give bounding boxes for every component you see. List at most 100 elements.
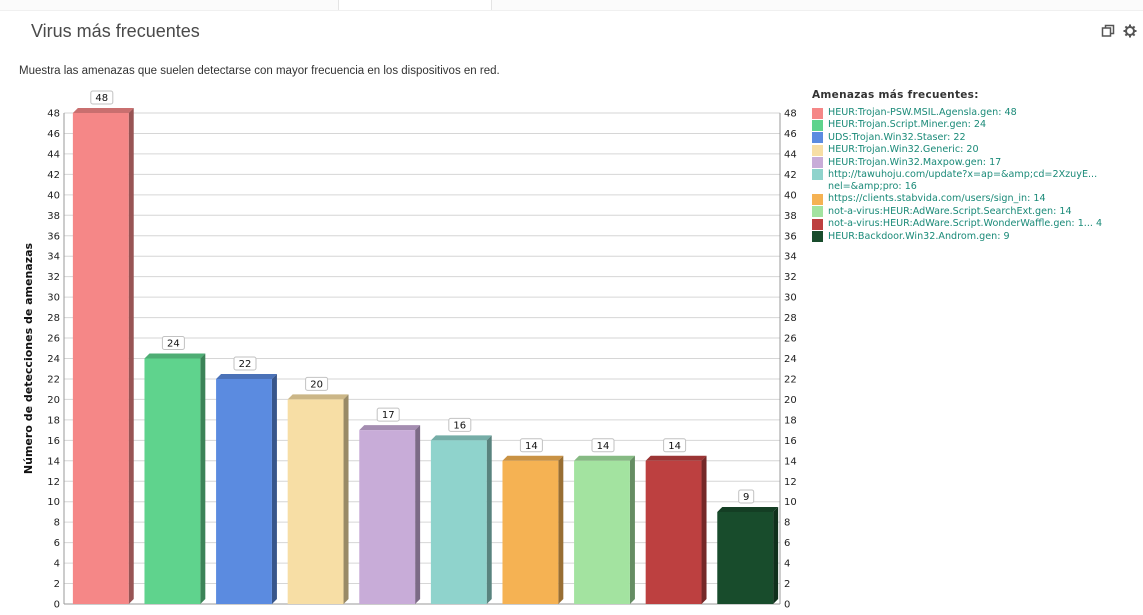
legend-item[interactable]: not-a-virus:HEUR:AdWare.Script.SearchExt… — [812, 206, 1137, 218]
data-label-box — [376, 407, 400, 422]
legend-item[interactable]: UDS:Trojan.Win32.Staser: 22 — [812, 132, 1137, 144]
legend-item[interactable]: HEUR:Backdoor.Win32.Androm.gen: 9 — [812, 231, 1137, 243]
data-label: 14 — [668, 441, 681, 452]
widget-toolbar — [1101, 23, 1137, 38]
legend-label: http://tawuhoju.com/update?x=ap=&amp;cd=… — [828, 168, 1098, 192]
y-tick-label-left: 18 — [47, 415, 60, 426]
widget-description: Muestra las amenazas que suelen detectar… — [19, 65, 500, 77]
y-tick-label-right: 22 — [784, 374, 797, 385]
legend-item[interactable]: HEUR:Trojan-PSW.MSIL.Agensla.gen: 48 — [812, 107, 1137, 119]
bar-top — [502, 455, 564, 461]
y-tick-label-left: 32 — [47, 272, 60, 283]
legend-label: UDS:Trojan.Win32.Staser: 22 — [828, 131, 966, 143]
y-tick-label-left: 0 — [54, 600, 60, 611]
y-tick-label-right: 16 — [784, 436, 797, 447]
top-tab — [338, 0, 492, 10]
y-tick-label-right: 40 — [784, 190, 797, 201]
legend-swatch — [812, 206, 823, 218]
data-label-box — [448, 417, 472, 432]
legend-label: HEUR:Trojan.Script.Miner.gen: 24 — [828, 119, 987, 131]
y-tick-label-left: 20 — [47, 395, 60, 406]
y-tick-label-right: 38 — [784, 211, 797, 222]
legend-label: HEUR:Trojan.Win32.Generic: 20 — [828, 144, 979, 156]
y-tick-label-left: 12 — [47, 477, 60, 488]
y-tick-label-left: 36 — [47, 231, 60, 242]
top-strip — [0, 0, 1143, 11]
y-tick-label-right: 4 — [784, 559, 790, 570]
data-label: 16 — [453, 420, 466, 431]
legend-label: HEUR:Trojan.Win32.Maxpow.gen: 17 — [828, 156, 1002, 168]
legend-item[interactable]: HEUR:Trojan.Script.Miner.gen: 24 — [812, 119, 1137, 131]
y-tick-label-left: 2 — [54, 579, 60, 590]
bar — [72, 113, 129, 604]
legend-swatch — [812, 193, 823, 205]
legend-label: HEUR:Trojan-PSW.MSIL.Agensla.gen: 48 — [828, 107, 1017, 118]
y-tick-label-right: 30 — [784, 293, 797, 304]
legend-swatch — [812, 218, 823, 230]
bar-side — [271, 373, 277, 604]
bar-side — [128, 108, 134, 604]
y-tick-label-right: 32 — [784, 272, 797, 283]
bar-side — [773, 506, 779, 604]
legend-swatch — [812, 119, 823, 131]
data-label: 14 — [597, 441, 610, 452]
data-label: 17 — [382, 410, 395, 421]
bar-side — [486, 435, 492, 604]
legend-item[interactable]: https://clients.stabvida.com/users/sign_… — [812, 193, 1137, 205]
y-tick-label-right: 28 — [784, 313, 797, 324]
y-tick-label-right: 0 — [784, 600, 790, 611]
widget-title: Virus más frecuentes — [31, 21, 200, 41]
y-tick-label-left: 46 — [47, 129, 60, 140]
bar — [502, 460, 559, 604]
y-tick-label-left: 40 — [47, 190, 60, 201]
y-tick-label-right: 34 — [784, 252, 797, 263]
bar — [645, 460, 702, 604]
y-tick-label-left: 42 — [47, 170, 60, 181]
bar — [430, 440, 487, 604]
y-tick-label-left: 34 — [47, 252, 60, 263]
legend-swatch — [812, 107, 823, 119]
window-restore-icon[interactable] — [1101, 23, 1115, 37]
bar-side — [558, 455, 564, 604]
data-label-box — [519, 438, 543, 453]
y-tick-label-left: 26 — [47, 334, 60, 345]
y-tick-label-right: 26 — [784, 334, 797, 345]
y-tick-label-left: 8 — [54, 518, 60, 529]
bar-side — [701, 455, 707, 604]
y-tick-label-left: 38 — [47, 211, 60, 222]
y-tick-label-left: 6 — [54, 538, 60, 549]
bar — [717, 511, 774, 604]
bar — [216, 378, 272, 604]
y-tick-label-right: 14 — [784, 456, 797, 467]
legend-swatch — [812, 144, 823, 156]
data-label-box — [663, 438, 687, 453]
bar-top — [645, 455, 707, 461]
y-tick-label-left: 48 — [47, 109, 60, 120]
y-tick-label-right: 24 — [784, 354, 797, 365]
data-label-box — [591, 438, 615, 453]
legend-item[interactable]: http://tawuhoju.com/update?x=ap=&amp;cd=… — [812, 169, 1137, 193]
legend-item[interactable]: HEUR:Trojan.Win32.Generic: 20 — [812, 144, 1137, 156]
y-tick-label-left: 14 — [47, 456, 60, 467]
legend-item[interactable]: not-a-virus:HEUR:AdWare.Script.WonderWaf… — [812, 218, 1137, 230]
y-tick-label-left: 30 — [47, 293, 60, 304]
data-label-box — [233, 356, 257, 371]
y-axis-title: Número de detecciones de amenazas — [22, 242, 35, 474]
data-label-box — [305, 376, 329, 391]
bar-top — [430, 435, 492, 441]
bar — [144, 358, 201, 604]
gear-icon[interactable] — [1123, 23, 1137, 38]
y-tick-label-right: 18 — [784, 415, 797, 426]
legend-item[interactable]: HEUR:Trojan.Win32.Maxpow.gen: 17 — [812, 157, 1137, 169]
bar — [287, 399, 344, 604]
bar — [574, 460, 630, 604]
y-tick-label-right: 6 — [784, 538, 790, 549]
bar-top — [144, 353, 206, 359]
legend-items: HEUR:Trojan-PSW.MSIL.Agensla.gen: 48 HEUR… — [812, 107, 1137, 243]
legend-swatch — [812, 169, 823, 181]
y-tick-label-right: 10 — [784, 497, 797, 508]
legend-title: Amenazas más frecuentes: — [812, 89, 979, 101]
legend-swatch — [812, 132, 823, 144]
legend-label: not-a-virus:HEUR:AdWare.Script.SearchExt… — [828, 205, 1072, 217]
data-label: 20 — [310, 379, 323, 390]
